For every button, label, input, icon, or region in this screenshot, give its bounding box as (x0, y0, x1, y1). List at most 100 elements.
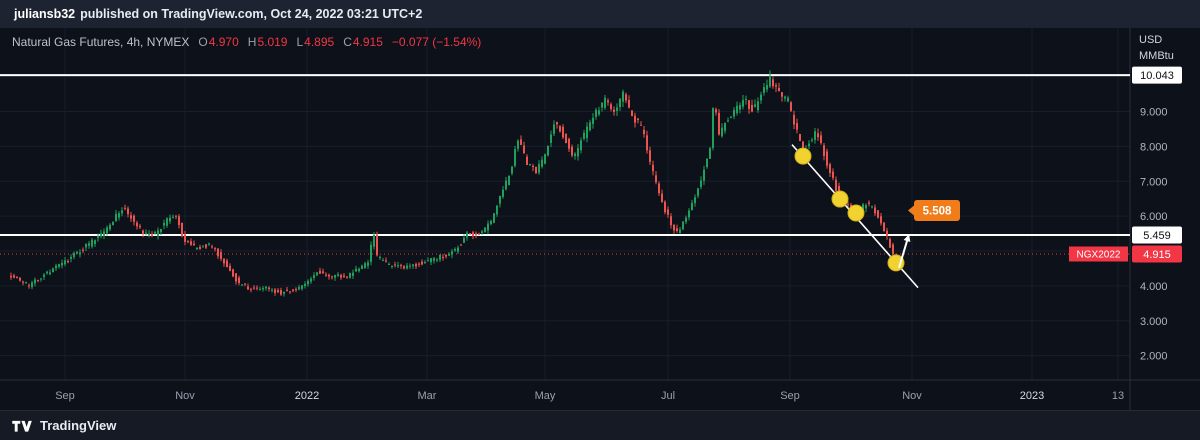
candle-body (229, 265, 231, 271)
candle-body (442, 256, 444, 258)
candle-body (799, 133, 801, 141)
candle-body (889, 239, 891, 248)
candle-body (169, 217, 171, 222)
tradingview-wordmark[interactable]: TradingView (40, 418, 117, 433)
candle-body (58, 264, 60, 267)
candle-body (100, 233, 102, 237)
candle-body (595, 109, 597, 117)
candle-body (544, 154, 546, 164)
candle-body (367, 262, 369, 266)
footer-bar: TradingView (0, 410, 1200, 440)
candle-body (769, 75, 771, 87)
candle-body (892, 244, 894, 254)
candle-body (238, 277, 240, 283)
candle-body (730, 116, 732, 118)
candle-body (439, 254, 441, 260)
candle-body (385, 260, 387, 262)
candle-body (139, 226, 141, 228)
price-level-label-box (1132, 66, 1182, 84)
chart-canvas[interactable]: 5.508 9.000 8.000 7.000 6.000 4.000 3.000 2.000… (0, 28, 1200, 410)
candle-body (19, 277, 21, 281)
candle-body (835, 179, 837, 191)
candle-body (256, 287, 258, 289)
candle-body (361, 265, 363, 270)
time-axis-label: Jul (661, 390, 675, 402)
candle-body (358, 268, 360, 272)
candle-body (667, 209, 669, 215)
price-callout-label: 5.508 (923, 206, 952, 218)
candle-body (883, 222, 885, 232)
change-value: −0.077 (−1.54%) (391, 35, 482, 49)
candle-body (832, 171, 834, 178)
candle-body (712, 108, 714, 148)
candle-body (790, 102, 792, 111)
candle-body (868, 202, 870, 204)
candle-body (427, 260, 429, 262)
trend-marker-circle[interactable] (831, 190, 849, 208)
candle-body (211, 246, 213, 248)
symbol-title: Natural Gas Futures, 4h, NYMEX (12, 35, 190, 49)
candle-body (481, 231, 483, 233)
candle-body (379, 256, 381, 258)
candle-body (148, 233, 150, 236)
candle-body (115, 213, 117, 222)
trend-marker-circle[interactable] (847, 204, 865, 222)
time-axis-label: Sep (55, 390, 75, 402)
price-axis-label: 9.000 (1140, 107, 1168, 119)
candle-body (487, 223, 489, 231)
candle-body (343, 275, 345, 277)
candle-body (715, 109, 717, 113)
candle-body (628, 100, 630, 108)
candle-body (76, 251, 78, 254)
candle-body (259, 288, 261, 290)
candle-body (535, 166, 537, 174)
candle-body (772, 79, 774, 87)
publisher-username: juliansb32 (14, 7, 76, 21)
candle-body (346, 276, 348, 278)
candle-body (658, 183, 660, 194)
candle-body (121, 210, 123, 214)
candle-body (205, 244, 207, 248)
trend-marker-circle[interactable] (794, 147, 812, 165)
candle-body (580, 140, 582, 151)
tradingview-logo-icon[interactable] (12, 419, 33, 433)
candle-body (829, 164, 831, 174)
candle-body (568, 138, 570, 149)
candle-body (496, 205, 498, 215)
candle-body (625, 94, 627, 101)
candle-body (871, 206, 873, 208)
candle-body (97, 235, 99, 238)
candle-body (391, 265, 393, 267)
alert-tag-box (1069, 246, 1128, 262)
candle-body (445, 254, 447, 257)
candle-body (451, 251, 453, 255)
candle-body (643, 129, 645, 135)
candle-body (328, 274, 330, 277)
candle-body (556, 122, 558, 125)
candle-body (847, 204, 849, 206)
candle-body (262, 288, 264, 290)
candle-body (286, 289, 288, 292)
candle-body (685, 217, 687, 222)
candle-body (751, 104, 753, 112)
candle-body (301, 285, 303, 289)
candle-body (67, 261, 69, 263)
candle-body (775, 85, 777, 87)
candle-body (133, 215, 135, 222)
candle-body (277, 290, 279, 293)
candle-body (319, 270, 321, 274)
candle-body (184, 234, 186, 242)
candle-body (589, 122, 591, 131)
candle-body (313, 275, 315, 278)
candle-body (604, 97, 606, 108)
candle-body (748, 100, 750, 109)
candle-body (571, 146, 573, 156)
candle-body (508, 175, 510, 186)
candle-body (616, 107, 618, 111)
candle-body (310, 278, 312, 282)
candle-body (397, 265, 399, 267)
price-callout[interactable] (914, 200, 960, 221)
chart-region[interactable]: 5.508 9.000 8.000 7.000 6.000 4.000 3.000 2.000… (0, 28, 1200, 410)
candle-body (517, 140, 519, 149)
